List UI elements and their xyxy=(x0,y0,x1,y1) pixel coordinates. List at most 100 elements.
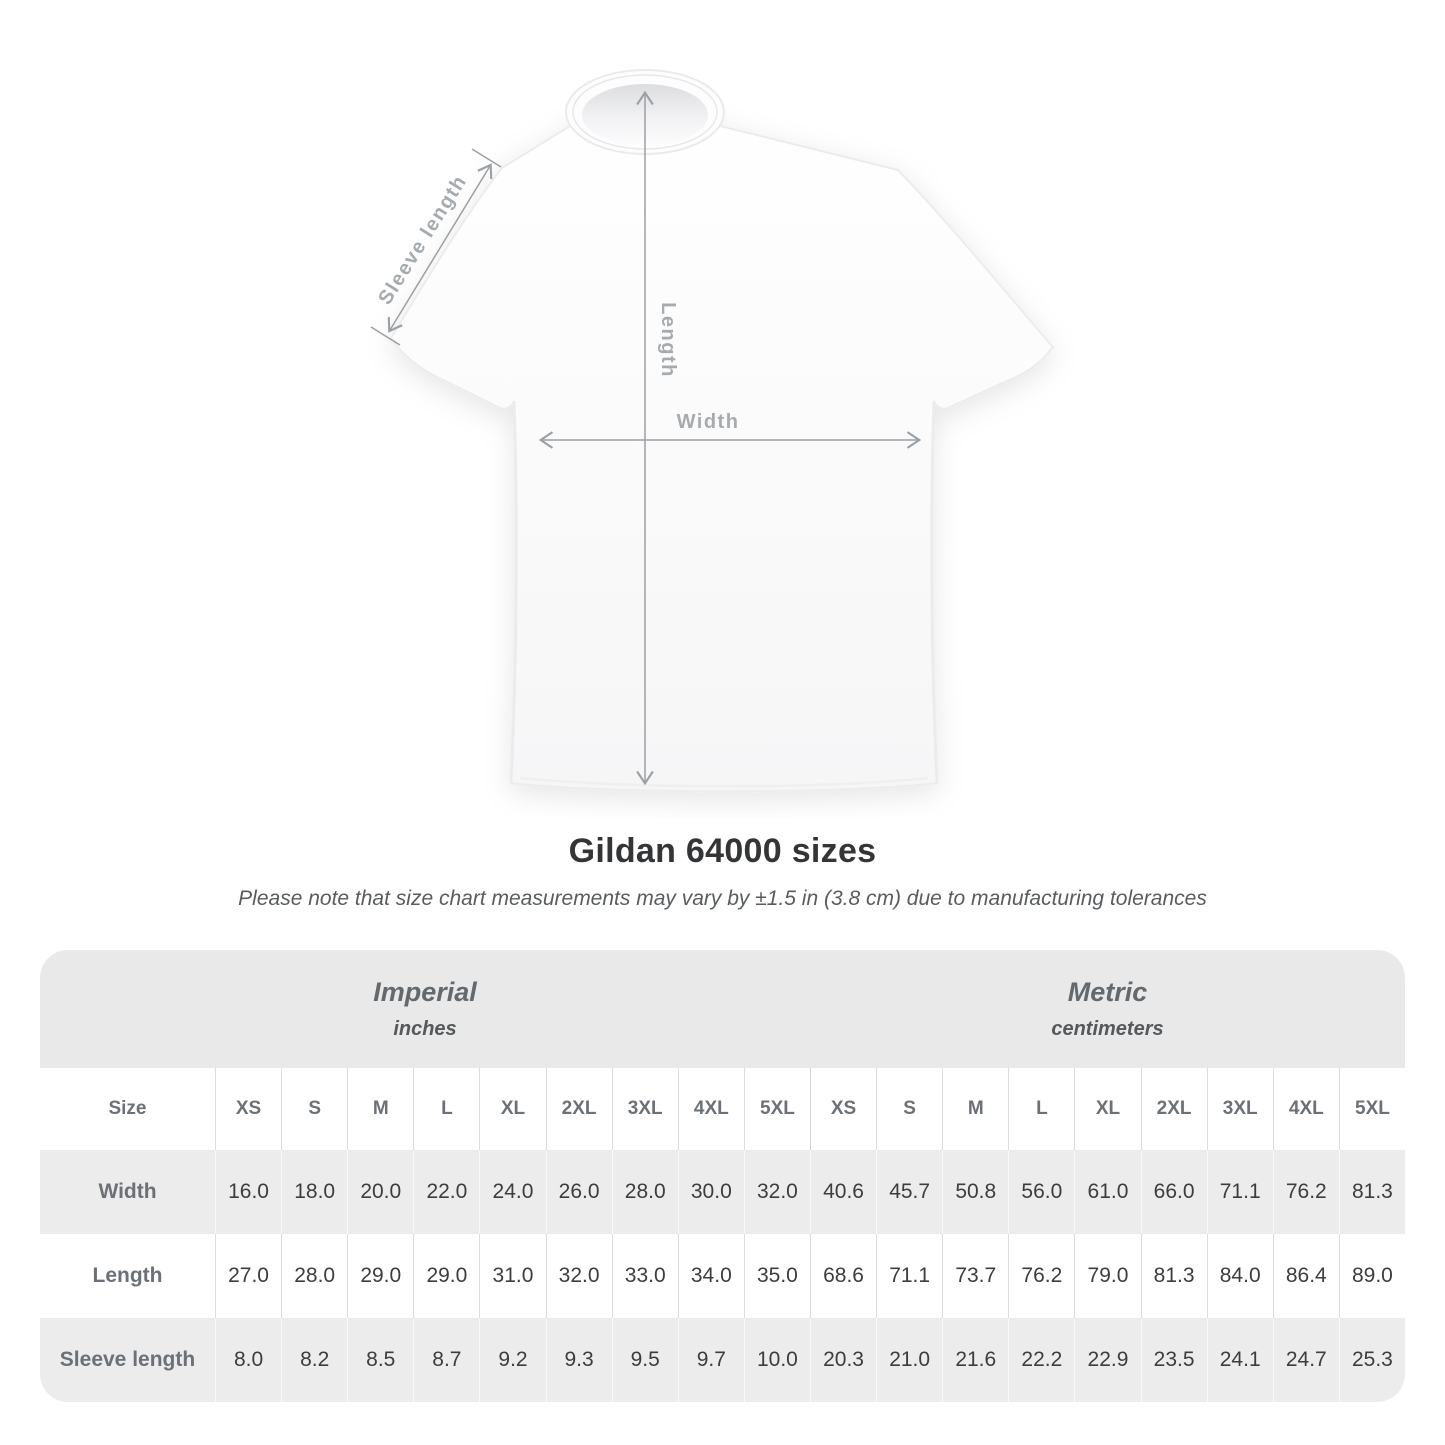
metric-group-header: Metric centimeters xyxy=(809,950,1405,1068)
cell-imperial-2xl-length: 32.0 xyxy=(545,1234,612,1318)
metric-group-unit: centimeters xyxy=(1051,1018,1164,1040)
width-dimension-label: Width xyxy=(677,411,740,433)
size-column-header: Size xyxy=(40,1068,215,1150)
size-col-header-metric-xs: XS xyxy=(809,1068,877,1150)
row-label: Width xyxy=(40,1150,215,1234)
cell-metric-5xl-length: 89.0 xyxy=(1338,1234,1405,1318)
tshirt-measurement-diagram: Sleeve length Length Width xyxy=(370,69,1055,793)
size-col-header-imperial-3xl: 3XL xyxy=(611,1068,678,1150)
imperial-group-header: Imperial inches xyxy=(40,950,810,1068)
size-col-header-imperial-s: S xyxy=(281,1068,348,1150)
sleeve-length-dimension xyxy=(370,148,502,346)
cell-imperial-xs-length: 27.0 xyxy=(215,1234,282,1318)
cell-imperial-m-length: 29.0 xyxy=(347,1234,414,1318)
size-col-header-metric-3xl: 3XL xyxy=(1206,1068,1273,1150)
cell-metric-s-sleeve-length: 21.0 xyxy=(876,1318,943,1402)
cell-imperial-l-sleeve-length: 8.7 xyxy=(413,1318,480,1402)
size-header-row: Size XS S M L XL 2XL 3XL 4XL 5XL XS S M L XL 2XL 3XL 4XL… xyxy=(40,1068,1405,1150)
page-title: Gildan 64000 sizes xyxy=(568,832,877,870)
size-col-header-imperial-2xl: 2XL xyxy=(545,1068,612,1150)
size-col-header-imperial-5xl: 5XL xyxy=(743,1068,810,1150)
cell-imperial-4xl-sleeve-length: 9.7 xyxy=(677,1318,744,1402)
imperial-group-unit: inches xyxy=(393,1018,457,1040)
size-col-header-imperial-m: M xyxy=(347,1068,414,1150)
cell-metric-4xl-length: 86.4 xyxy=(1272,1234,1339,1318)
row-label: Length xyxy=(40,1234,215,1318)
cell-metric-xs-sleeve-length: 20.3 xyxy=(809,1318,877,1402)
sleeve-length-dimension-line xyxy=(387,163,493,333)
cell-imperial-l-width: 22.0 xyxy=(413,1150,480,1234)
cell-metric-l-width: 56.0 xyxy=(1008,1150,1075,1234)
cell-metric-2xl-width: 66.0 xyxy=(1140,1150,1207,1234)
cell-imperial-s-sleeve-length: 8.2 xyxy=(281,1318,348,1402)
size-col-header-imperial-l: L xyxy=(413,1068,480,1150)
cell-metric-4xl-width: 76.2 xyxy=(1272,1150,1339,1234)
measurement-row-length: Length 27.0 28.0 29.0 29.0 31.0 32.0 33.0 34.0 35… xyxy=(40,1234,1405,1318)
unit-group-row: Imperial inches Metric centimeters xyxy=(40,950,1405,1068)
cell-imperial-5xl-length: 35.0 xyxy=(743,1234,810,1318)
chart-heading: Gildan 64000 sizes Please note that size… xyxy=(0,832,1445,911)
cell-metric-m-width: 50.8 xyxy=(942,1150,1009,1234)
size-col-header-metric-l: L xyxy=(1008,1068,1075,1150)
size-table-container: Imperial inches Metric centimeters Size … xyxy=(40,950,1405,1402)
measurement-row-width: Width 16.0 18.0 20.0 22.0 24.0 26.0 28.0 30.0 32.… xyxy=(40,1150,1405,1234)
tshirt-diagram-svg: Sleeve length Length Width xyxy=(370,69,1055,793)
size-col-header-metric-4xl: 4XL xyxy=(1272,1068,1339,1150)
size-col-header-imperial-xl: XL xyxy=(479,1068,546,1150)
cell-metric-l-length: 76.2 xyxy=(1008,1234,1075,1318)
cell-imperial-5xl-sleeve-length: 10.0 xyxy=(743,1318,810,1402)
cell-imperial-l-length: 29.0 xyxy=(413,1234,480,1318)
cell-metric-s-width: 45.7 xyxy=(876,1150,943,1234)
cell-metric-2xl-sleeve-length: 23.5 xyxy=(1140,1318,1207,1402)
cell-metric-xl-length: 79.0 xyxy=(1074,1234,1141,1318)
length-dimension-label: Length xyxy=(657,302,679,378)
cell-metric-4xl-sleeve-length: 24.7 xyxy=(1272,1318,1339,1402)
cell-metric-xl-sleeve-length: 22.9 xyxy=(1074,1318,1141,1402)
cell-metric-3xl-length: 84.0 xyxy=(1206,1234,1273,1318)
cell-imperial-m-width: 20.0 xyxy=(347,1150,414,1234)
cell-imperial-xs-sleeve-length: 8.0 xyxy=(215,1318,282,1402)
cell-imperial-m-sleeve-length: 8.5 xyxy=(347,1318,414,1402)
cell-imperial-4xl-width: 30.0 xyxy=(677,1150,744,1234)
cell-imperial-3xl-sleeve-length: 9.5 xyxy=(611,1318,678,1402)
cell-imperial-4xl-length: 34.0 xyxy=(677,1234,744,1318)
size-col-header-metric-s: S xyxy=(876,1068,943,1150)
cell-imperial-2xl-sleeve-length: 9.3 xyxy=(545,1318,612,1402)
measurement-row-sleeve-length: Sleeve length 8.0 8.2 8.5 8.7 9.2 9.3 9.5 9.7 10.… xyxy=(40,1318,1405,1402)
imperial-group-label: Imperial xyxy=(373,977,477,1007)
cell-metric-l-sleeve-length: 22.2 xyxy=(1008,1318,1075,1402)
cell-imperial-s-width: 18.0 xyxy=(281,1150,348,1234)
cell-imperial-xl-length: 31.0 xyxy=(479,1234,546,1318)
metric-group-label: Metric xyxy=(1067,977,1148,1007)
cell-imperial-xl-sleeve-length: 9.2 xyxy=(479,1318,546,1402)
cell-imperial-3xl-length: 33.0 xyxy=(611,1234,678,1318)
tolerance-note: Please note that size chart measurements… xyxy=(238,887,1207,910)
cell-imperial-s-length: 28.0 xyxy=(281,1234,348,1318)
cell-metric-3xl-sleeve-length: 24.1 xyxy=(1206,1318,1273,1402)
cell-metric-2xl-length: 81.3 xyxy=(1140,1234,1207,1318)
size-col-header-metric-2xl: 2XL xyxy=(1140,1068,1207,1150)
cell-imperial-2xl-width: 26.0 xyxy=(545,1150,612,1234)
cell-imperial-5xl-width: 32.0 xyxy=(743,1150,810,1234)
size-col-header-metric-5xl: 5XL xyxy=(1338,1068,1405,1150)
cell-imperial-3xl-width: 28.0 xyxy=(611,1150,678,1234)
sleeve-dimension-tick-start xyxy=(370,326,401,346)
sleeve-dimension-tick-end xyxy=(471,148,502,168)
size-col-header-metric-m: M xyxy=(942,1068,1009,1150)
cell-imperial-xs-width: 16.0 xyxy=(215,1150,282,1234)
size-col-header-metric-xl: XL xyxy=(1074,1068,1141,1150)
cell-metric-m-sleeve-length: 21.6 xyxy=(942,1318,1009,1402)
cell-metric-3xl-width: 71.1 xyxy=(1206,1150,1273,1234)
cell-metric-xs-length: 68.6 xyxy=(809,1234,877,1318)
size-table: Imperial inches Metric centimeters Size … xyxy=(40,950,1405,1402)
cell-metric-s-length: 71.1 xyxy=(876,1234,943,1318)
row-label: Sleeve length xyxy=(40,1318,215,1402)
cell-metric-5xl-sleeve-length: 25.3 xyxy=(1338,1318,1405,1402)
cell-metric-xl-width: 61.0 xyxy=(1074,1150,1141,1234)
cell-metric-xs-width: 40.6 xyxy=(809,1150,877,1234)
cell-metric-5xl-width: 81.3 xyxy=(1338,1150,1405,1234)
size-col-header-imperial-4xl: 4XL xyxy=(677,1068,744,1150)
cell-metric-m-length: 73.7 xyxy=(942,1234,1009,1318)
size-col-header-imperial-xs: XS xyxy=(215,1068,282,1150)
cell-imperial-xl-width: 24.0 xyxy=(479,1150,546,1234)
